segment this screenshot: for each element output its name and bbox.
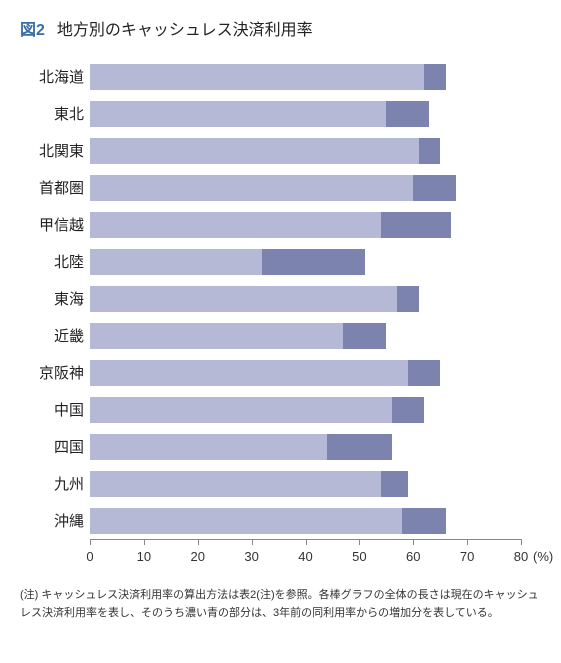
x-tick-label: 70 [460,549,474,564]
bar-prev [90,138,419,164]
bar-row: 東海 [90,280,521,317]
bar-track [90,212,521,238]
bar-rows: 北海道東北北関東首都圏甲信越北陸東海近畿京阪神中国四国九州沖縄 [90,58,521,539]
bar-delta [386,101,429,127]
region-label: 北関東 [20,140,84,161]
region-label: 甲信越 [20,214,84,235]
x-tick [521,539,522,545]
figure-title: 地方別のキャッシュレス決済利用率 [57,16,313,40]
x-tick [359,539,360,545]
bar-prev [90,434,327,460]
region-label: 北陸 [20,251,84,272]
region-label: 北海道 [20,66,84,87]
bar-row: 北関東 [90,132,521,169]
bar-prev [90,175,413,201]
bar-delta [392,397,424,423]
region-label: 近畿 [20,325,84,346]
bar-row: 近畿 [90,317,521,354]
bar-delta [408,360,440,386]
bar-prev [90,397,392,423]
bar-track [90,175,521,201]
bar-track [90,249,521,275]
bar-prev [90,64,424,90]
bar-row: 北陸 [90,243,521,280]
bar-delta [381,212,451,238]
bar-track [90,101,521,127]
x-tick [252,539,253,545]
bar-delta [327,434,392,460]
bar-prev [90,508,402,534]
bar-track [90,360,521,386]
x-axis-unit: (%) [533,549,553,564]
bar-track [90,323,521,349]
bar-prev [90,212,381,238]
bar-delta [343,323,386,349]
x-tick-label: 50 [352,549,366,564]
bar-row: 中国 [90,391,521,428]
region-label: 東海 [20,288,84,309]
bar-prev [90,323,343,349]
bar-track [90,64,521,90]
bar-track [90,471,521,497]
bar-delta [413,175,456,201]
x-tick-label: 40 [298,549,312,564]
bar-prev [90,249,262,275]
bar-track [90,434,521,460]
x-tick [467,539,468,545]
bar-row: 首都圏 [90,169,521,206]
bar-row: 甲信越 [90,206,521,243]
bar-row: 北海道 [90,58,521,95]
region-label: 東北 [20,103,84,124]
x-tick [198,539,199,545]
x-tick [90,539,91,545]
region-label: 首都圏 [20,177,84,198]
x-tick-label: 20 [191,549,205,564]
region-label: 中国 [20,399,84,420]
x-tick-label: 0 [86,549,93,564]
region-label: 九州 [20,473,84,494]
bar-row: 四国 [90,428,521,465]
bar-delta [262,249,364,275]
bar-track [90,508,521,534]
bar-prev [90,471,381,497]
bar-row: 沖縄 [90,502,521,539]
figure-note: (注) キャッシュレス決済利用率の算出方法は表2(注)を参照。各棒グラフの全体の… [20,587,541,622]
bar-row: 京阪神 [90,354,521,391]
bar-row: 九州 [90,465,521,502]
bar-track [90,397,521,423]
bar-delta [397,286,419,312]
bar-track [90,286,521,312]
figure-header: 図2 地方別のキャッシュレス決済利用率 [20,16,541,40]
figure-number: 図2 [20,16,45,40]
bar-delta [424,64,446,90]
x-tick-label: 60 [406,549,420,564]
bar-row: 東北 [90,95,521,132]
x-axis: 01020304050607080(%) [90,539,521,579]
region-label: 四国 [20,436,84,457]
x-tick-label: 80 [514,549,528,564]
x-tick [306,539,307,545]
bar-track [90,138,521,164]
x-tick [413,539,414,545]
bar-delta [419,138,441,164]
x-tick [144,539,145,545]
x-tick-label: 10 [137,549,151,564]
bar-prev [90,360,408,386]
bar-prev [90,101,386,127]
bar-delta [402,508,445,534]
region-label: 沖縄 [20,510,84,531]
chart-area: 北海道東北北関東首都圏甲信越北陸東海近畿京阪神中国四国九州沖縄 01020304… [20,58,541,579]
region-label: 京阪神 [20,362,84,383]
bar-delta [381,471,408,497]
x-tick-label: 30 [244,549,258,564]
bar-prev [90,286,397,312]
